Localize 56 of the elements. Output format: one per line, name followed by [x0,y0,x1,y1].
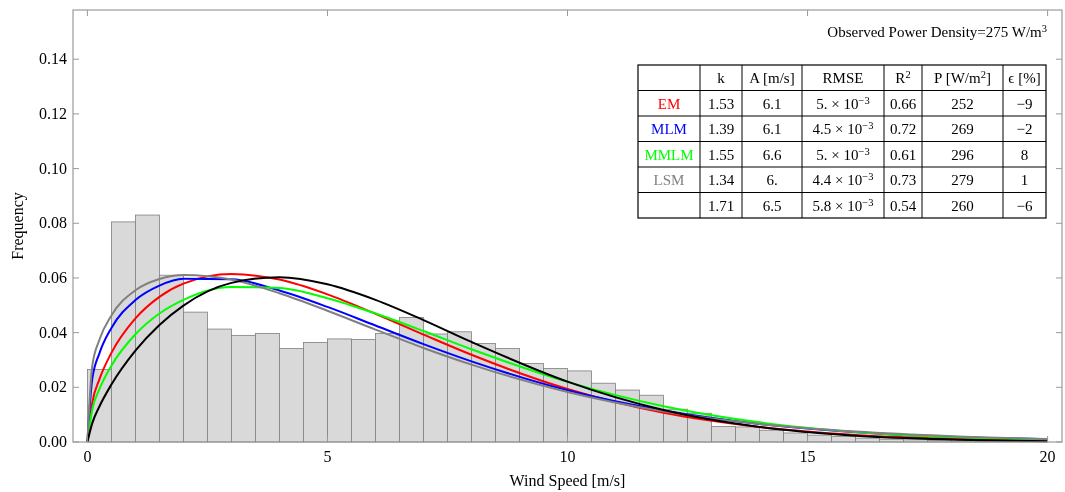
annotation: 1.55 [707,146,735,163]
x-axis-title: Wind Speed [m/s] [509,472,626,490]
annotation: 0.73 [889,172,917,188]
annotation: 260 [951,197,974,214]
y-tick-label: 0.04 [39,323,67,341]
annotation: 4.4 × 10$^{−3}$ [812,170,874,188]
annotation: 6. [766,172,778,188]
annotation: 6.1 [762,95,782,112]
annotation: 1.34 [707,172,735,188]
y-tick-label: 0.10 [39,159,67,177]
y-tick-label: 0.12 [39,104,67,122]
annotation: 5. × 10$^{−3}$ [816,145,870,163]
text: LSM [653,172,685,188]
y-axis-title: Frequency [9,192,27,260]
annotation: A [m/s] [749,70,795,86]
x-tick-label: 20 [1039,448,1056,465]
annotation: 5. × 10$^{−3}$ [816,94,870,112]
annotation: 8 [1020,146,1029,163]
annotation: ϵ [%] [1008,70,1041,86]
annotation: Observed Power Density=275 W/m$^{3}$ [827,22,1047,40]
annotation: 296 [951,146,975,163]
y-tick-label: 0.02 [39,378,67,396]
x-tick-label: 10 [559,448,576,465]
y-tick-label: 0.14 [39,50,67,68]
y-tick-label: 0.08 [39,214,67,232]
annotation: k [717,70,726,86]
x-tick-label: 15 [799,448,816,465]
text: MLM [651,121,687,137]
annotation: RMSE [822,70,864,86]
annotation: 269 [951,121,974,137]
annotation: 1.39 [707,121,735,137]
annotation: 1 [1020,172,1029,188]
x-tick-label: 0 [83,448,92,465]
annotation: 252 [951,95,974,112]
annotation: 1.53 [707,95,735,112]
text: MMLM [644,146,694,163]
annotation: R$^{2}$ [895,68,911,86]
annotation: 6.1 [762,121,782,137]
annotation: 6.6 [762,146,782,163]
annotation: 4.5 × 10$^{−3}$ [812,119,874,137]
annotation: 0.72 [889,121,917,137]
text: EM [657,95,681,112]
annotation: P [W/m$^{2}$] [934,68,991,86]
x-tick-label: 5 [323,448,332,465]
annotation: 6.5 [762,197,782,214]
annotation: 0.54 [889,197,917,214]
annotation: 5.8 × 10$^{−3}$ [812,196,874,214]
y-tick-label: 0.06 [39,268,67,286]
annotation: 0.61 [889,146,917,163]
annotation: −6 [1016,197,1033,214]
y-tick-label: 0.00 [39,433,67,450]
annotation: 279 [951,172,974,188]
annotation: −9 [1016,95,1033,112]
annotation: 0.66 [889,95,917,112]
annotation: 1.71 [707,197,735,214]
annotation: −2 [1016,121,1033,137]
